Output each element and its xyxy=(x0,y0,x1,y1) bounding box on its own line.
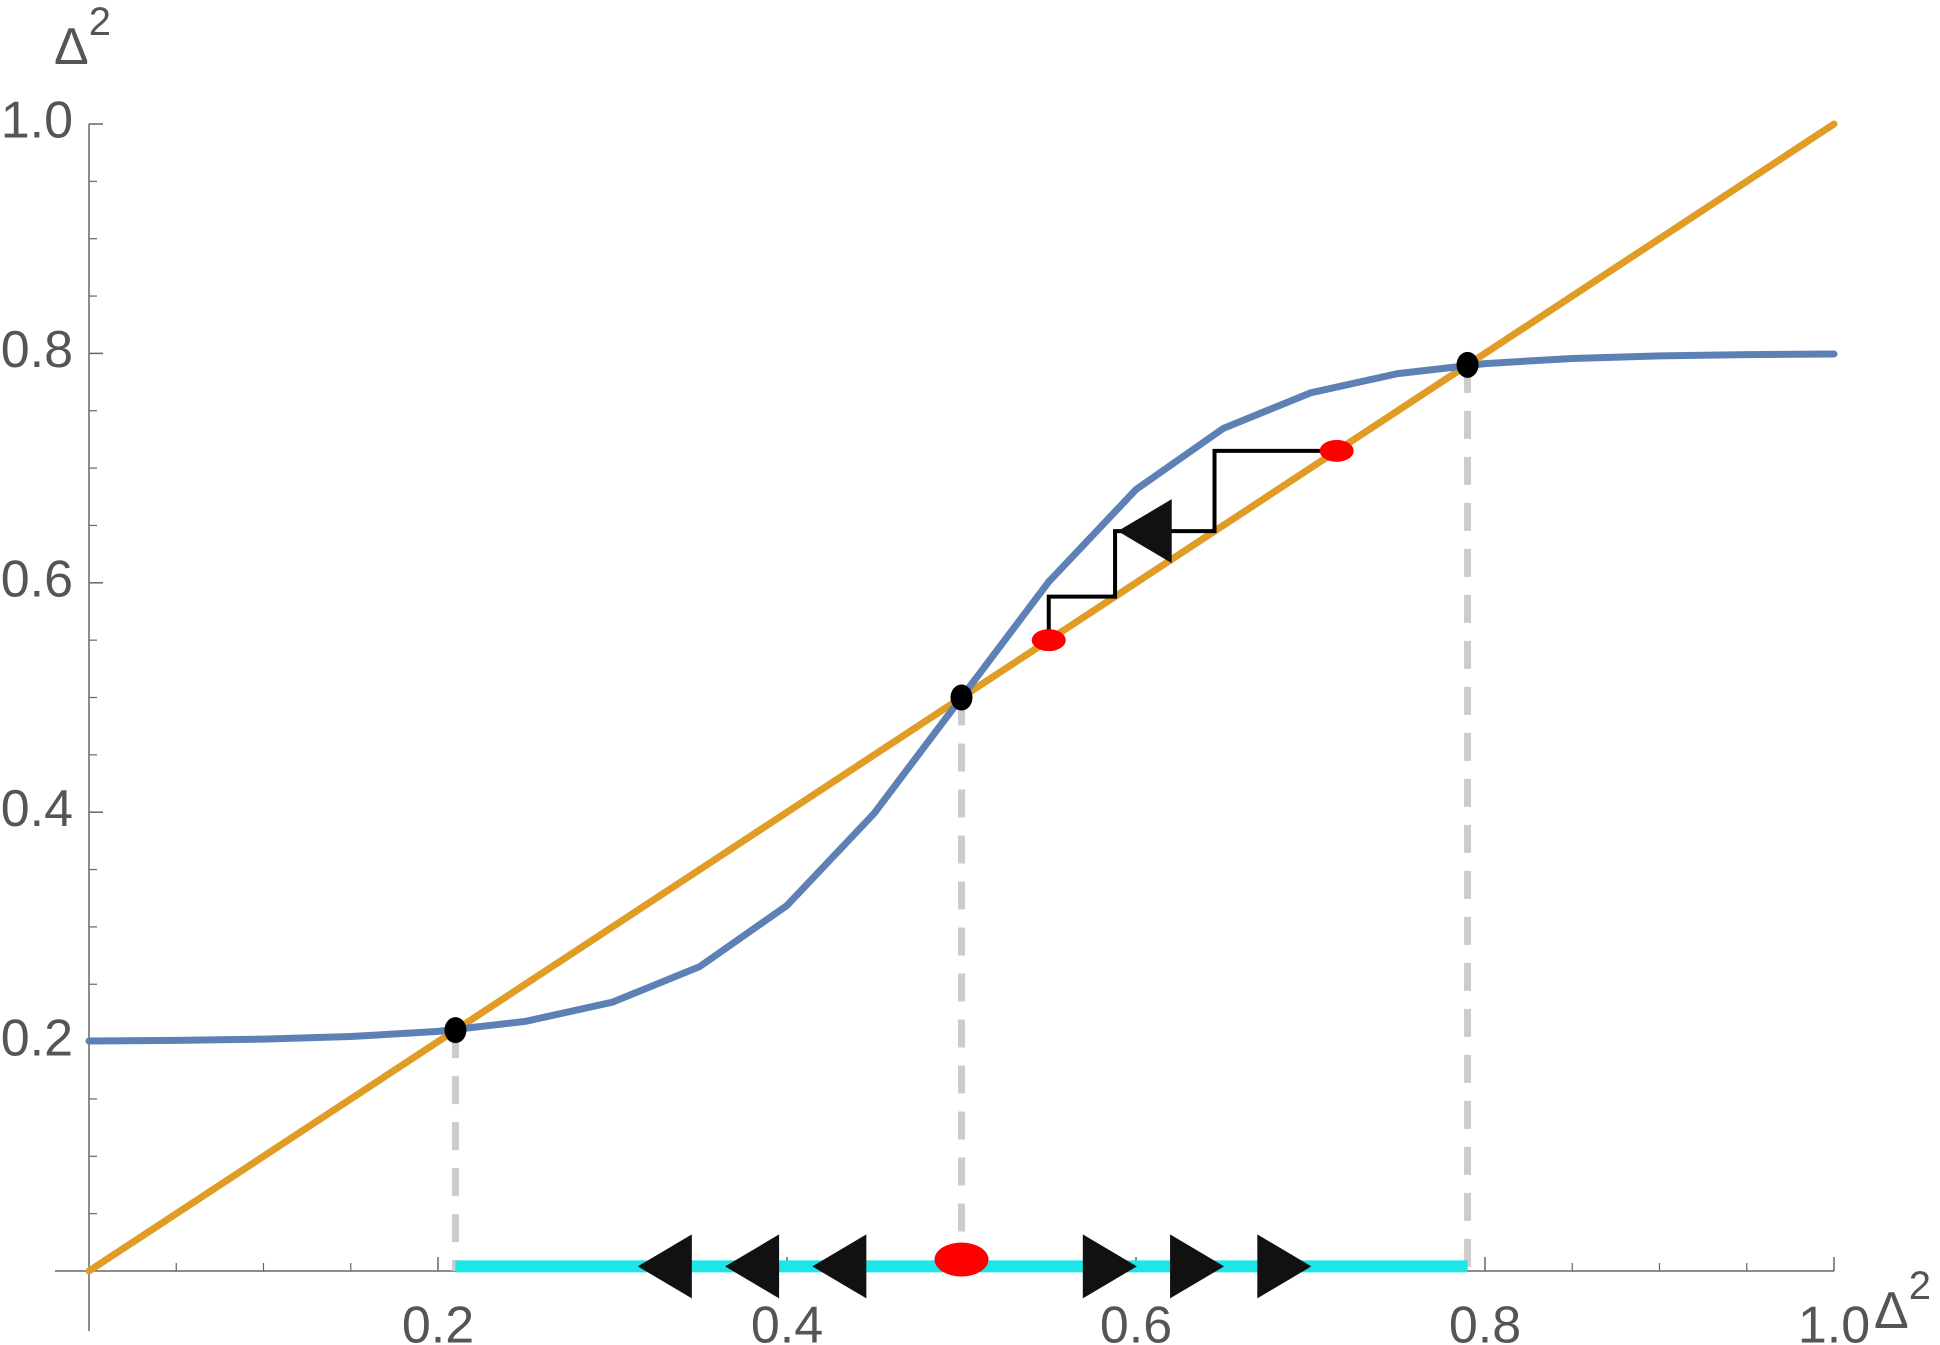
arrow xyxy=(1170,1234,1225,1299)
arrow xyxy=(1117,499,1172,564)
arrow xyxy=(637,1234,692,1299)
label-sup: 2 xyxy=(89,0,111,44)
arrow xyxy=(725,1234,780,1299)
arrow xyxy=(812,1234,867,1299)
fixed-point xyxy=(444,1017,467,1044)
arrow xyxy=(1082,1234,1137,1299)
fixed-point xyxy=(1456,351,1479,378)
iterate-point xyxy=(1319,439,1354,462)
axis-marker xyxy=(934,1242,989,1277)
label-base: Δ xyxy=(54,18,89,76)
x-tick-label: 1.0 xyxy=(1798,1297,1870,1345)
y-label: Δ2 xyxy=(54,0,111,76)
cobweb xyxy=(1046,448,1337,641)
x-tick-label: 0.8 xyxy=(1449,1297,1521,1345)
x-label: Δ2 xyxy=(1874,1264,1931,1340)
x-tick-label: 0.4 xyxy=(751,1297,823,1345)
y-tick-label: 1.0 xyxy=(1,92,73,150)
y-tick-label: 0.8 xyxy=(1,321,73,379)
x-tick-label: 0.2 xyxy=(402,1297,474,1345)
iterate-point xyxy=(1031,629,1066,652)
label-sup: 2 xyxy=(1909,1264,1931,1308)
fixed-point xyxy=(950,684,973,711)
y-tick-label: 0.4 xyxy=(1,780,73,838)
y-tick-label: 0.6 xyxy=(1,551,73,609)
arrow xyxy=(1257,1234,1312,1299)
x-tick-label: 0.6 xyxy=(1100,1297,1172,1345)
y-tick-label: 0.2 xyxy=(1,1009,73,1067)
label-base: Δ xyxy=(1874,1282,1909,1340)
